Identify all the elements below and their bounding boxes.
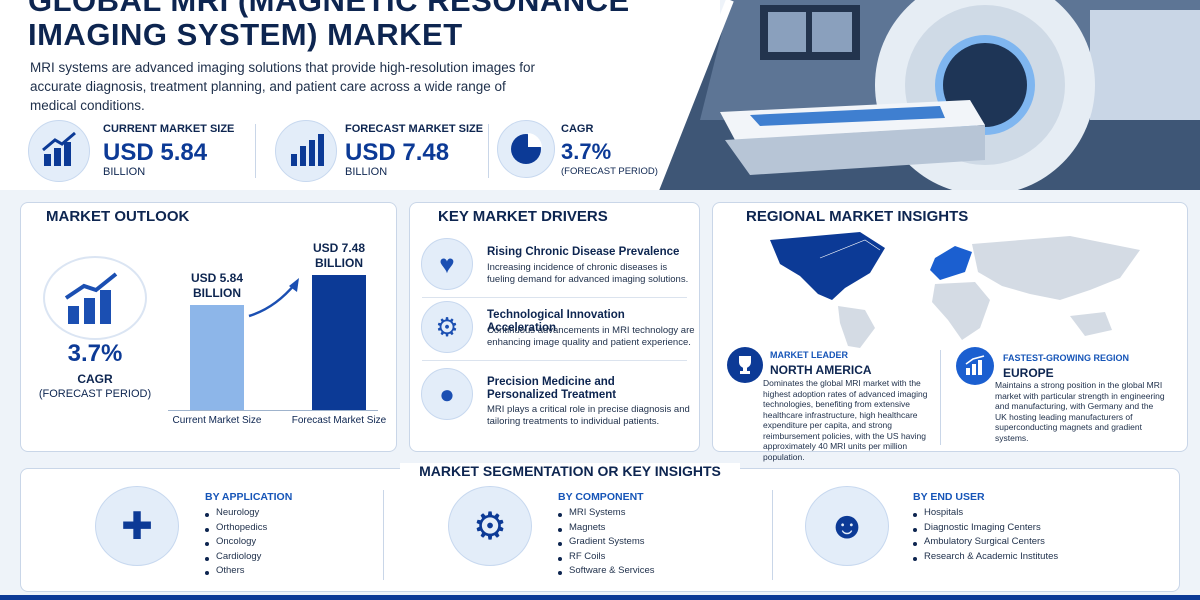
bullet xyxy=(913,556,917,561)
segment-item: Oncology xyxy=(216,536,257,547)
bullet xyxy=(913,542,917,546)
driver-icon: ● xyxy=(421,368,473,420)
segment-title: BY END USER xyxy=(913,491,985,503)
panel-title: REGIONAL MARKET INSIGHTS xyxy=(746,208,969,225)
segment-item: Research & Academic Institutes xyxy=(924,550,1059,562)
bullet xyxy=(558,542,562,546)
header-bg xyxy=(0,0,720,190)
panel-title: MARKET OUTLOOK xyxy=(46,208,190,225)
stat-label: FORECAST MARKET SIZE xyxy=(345,123,484,135)
mri-photo xyxy=(651,0,1200,190)
stat-label: CURRENT MARKET SIZE xyxy=(103,123,235,135)
title-line: IMAGING SYSTEM) MARKET xyxy=(28,17,463,52)
divider xyxy=(422,297,687,298)
bullet xyxy=(913,527,917,532)
segment-item: Gradient Systems xyxy=(569,536,645,547)
driver-text: Increasing incidence of chronic diseases… xyxy=(487,262,689,285)
cagr-label: CAGR xyxy=(77,372,113,386)
segment-item: Ambulatory Surgical Centers xyxy=(924,536,1045,547)
segment-item: Software & Services xyxy=(569,565,655,576)
divider xyxy=(422,360,687,361)
driver-title: Technological Innovation Acceleration xyxy=(487,309,625,334)
bullet xyxy=(558,556,562,561)
stat-label: CAGR xyxy=(561,123,594,135)
cagr-note: (FORECAST PERIOD) xyxy=(38,388,152,400)
divider xyxy=(772,490,773,580)
region-text: Maintains a strong position in the globa… xyxy=(995,380,1165,443)
cagr-ring xyxy=(43,256,147,340)
divider xyxy=(940,350,941,445)
segment-icon: ✚ xyxy=(95,486,179,566)
world-map xyxy=(770,232,1140,348)
trophy-icon xyxy=(739,356,751,374)
stat-value: 3.7% xyxy=(561,139,612,164)
bullet xyxy=(205,513,209,517)
bullet xyxy=(913,513,917,517)
stat-icon xyxy=(28,120,90,182)
segment-title: BY COMPONENT xyxy=(558,491,644,503)
growth-icon xyxy=(42,131,76,166)
driver-title: Rising Chronic Disease Prevalence xyxy=(487,246,680,258)
driver-text: Continuous advancements in MRI technolog… xyxy=(487,325,695,348)
category-label: Forecast Market Size xyxy=(291,415,387,426)
stat-value: USD 7.48 xyxy=(345,139,450,166)
bars-icon xyxy=(965,355,985,375)
region-tag: MARKET LEADER xyxy=(770,350,848,360)
driver-icon: ⚙ xyxy=(421,301,473,353)
panel-title: KEY MARKET DRIVERS xyxy=(438,208,608,225)
divider xyxy=(383,490,384,580)
segment-title: BY APPLICATION xyxy=(205,491,293,503)
driver-icon: ♥ xyxy=(421,238,473,290)
divider xyxy=(488,124,489,178)
stat-unit: BILLION xyxy=(345,166,388,178)
cagr-value: 3.7% xyxy=(67,340,123,367)
segment-item: Diagnostic Imaging Centers xyxy=(924,521,1041,533)
segment-item: RF Coils xyxy=(569,550,606,562)
region-name: NORTH AMERICA xyxy=(770,363,872,377)
segment-item: Hospitals xyxy=(924,507,964,518)
growth-icon xyxy=(64,272,118,324)
header-title: GLOBAL MRI (MAGNETIC RESONANCE IMAGING S… xyxy=(28,0,630,52)
bar-value-label: USD 7.48 BILLION xyxy=(312,241,366,270)
stat-value: USD 5.84 xyxy=(103,139,208,166)
bar-value-label: USD 5.84 BILLION xyxy=(190,270,244,300)
bullet xyxy=(205,571,209,575)
trend-arrow xyxy=(248,278,299,318)
bullet xyxy=(205,556,209,561)
category-label: Current Market Size xyxy=(172,415,262,426)
driver-text: MRI plays a critical role in precise dia… xyxy=(487,404,690,427)
segment-item: Neurology xyxy=(216,507,260,518)
segment-item: Orthopedics xyxy=(216,521,268,533)
segment-item: Magnets xyxy=(569,521,606,533)
chart-baseline xyxy=(168,410,378,411)
stat-unit: (FORECAST PERIOD) xyxy=(561,166,658,177)
pie-icon xyxy=(511,133,542,164)
bullet xyxy=(558,513,562,517)
stat-unit: BILLION xyxy=(103,166,146,178)
panel-title: MARKET SEGMENTATION OR KEY INSIGHTS xyxy=(400,463,740,479)
bullet xyxy=(205,542,209,546)
region-name: EUROPE xyxy=(1003,366,1054,380)
divider xyxy=(255,124,256,178)
bullet xyxy=(558,571,562,575)
region-tag: FASTEST-GROWING REGION xyxy=(1003,353,1130,363)
bullet xyxy=(558,527,562,532)
segment-icon: ☻ xyxy=(805,486,889,566)
driver-title: Precision Medicine and Personalized Trea… xyxy=(487,376,617,401)
bar xyxy=(190,304,244,410)
title-line: GLOBAL MRI (MAGNETIC RESONANCE xyxy=(28,0,630,18)
bars-icon xyxy=(291,134,324,166)
bar xyxy=(312,275,366,410)
segment-item: Others xyxy=(216,565,245,576)
segment-item: Cardiology xyxy=(216,550,262,562)
region-text: Dominates the global MRI market with the… xyxy=(763,378,928,462)
bullet xyxy=(205,527,209,532)
segment-item: MRI Systems xyxy=(569,507,626,518)
segment-icon: ⚙ xyxy=(448,486,532,566)
footer-bar xyxy=(0,595,1200,600)
description: MRI systems are advanced imaging solutio… xyxy=(30,60,535,113)
